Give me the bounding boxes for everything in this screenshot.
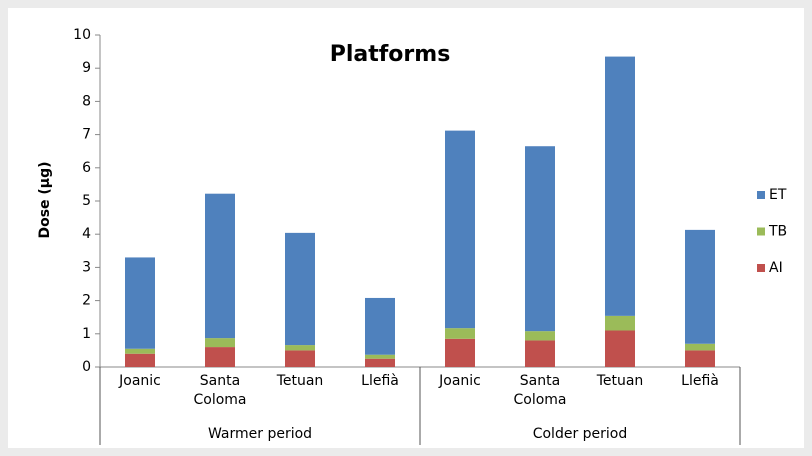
bar-segment <box>125 348 155 354</box>
chart-title: Platforms <box>330 42 451 67</box>
x-tick-label: Santa Coloma <box>193 373 247 408</box>
y-tick-label: 4 <box>82 226 91 242</box>
y-tick-label: 10 <box>73 27 91 43</box>
bar-segment <box>125 353 155 367</box>
bar-segment <box>525 146 555 332</box>
y-tick-label: 3 <box>82 259 91 275</box>
x-tick-label: Santa Coloma <box>513 373 567 408</box>
chart-frame <box>8 8 804 448</box>
bar-segment <box>605 315 635 331</box>
y-tick-label: 7 <box>82 127 91 143</box>
bar-segment <box>365 354 395 359</box>
legend-label: AI <box>769 260 783 276</box>
bar-segment <box>525 331 555 341</box>
bar-segment <box>125 257 155 349</box>
x-tick-label: Llefià <box>361 373 399 389</box>
legend-label: TB <box>768 224 787 240</box>
bar-segment <box>685 350 715 367</box>
bar-segment <box>525 340 555 367</box>
bar-segment <box>365 358 395 367</box>
y-tick-label: 5 <box>82 193 91 209</box>
bar-segment <box>445 328 475 339</box>
bar-segment <box>365 297 395 355</box>
bar-segment <box>205 193 235 339</box>
bar-segment <box>605 56 635 316</box>
bar-segment <box>605 330 635 367</box>
bar-segment <box>445 338 475 367</box>
y-tick-label: 1 <box>82 326 91 342</box>
bar-segment <box>685 229 715 344</box>
x-tick-label: Joanic <box>439 373 481 389</box>
group-label: Colder period <box>533 426 628 442</box>
x-tick-label: Tetuan <box>276 373 324 389</box>
legend-swatch <box>757 264 765 272</box>
y-tick-label: 0 <box>82 359 91 375</box>
bar-segment <box>285 345 315 351</box>
legend-swatch <box>757 191 765 199</box>
bar-segment <box>205 347 235 367</box>
y-axis-label: Dose (µg) <box>37 161 53 238</box>
bar-segment <box>445 130 475 329</box>
y-tick-label: 9 <box>82 60 91 76</box>
bar-segment <box>285 350 315 367</box>
bar-segment <box>205 338 235 348</box>
legend-label: ET <box>769 187 787 203</box>
y-tick-label: 8 <box>82 93 91 109</box>
x-tick-label: Tetuan <box>596 373 644 389</box>
x-tick-label: Llefià <box>681 373 719 389</box>
bar-segment <box>285 232 315 346</box>
y-tick-label: 6 <box>82 160 91 176</box>
y-tick-label: 2 <box>82 293 91 309</box>
group-label: Warmer period <box>208 426 312 442</box>
bar-segment <box>685 343 715 351</box>
legend-swatch <box>757 227 765 236</box>
x-tick-label: Joanic <box>119 373 161 389</box>
